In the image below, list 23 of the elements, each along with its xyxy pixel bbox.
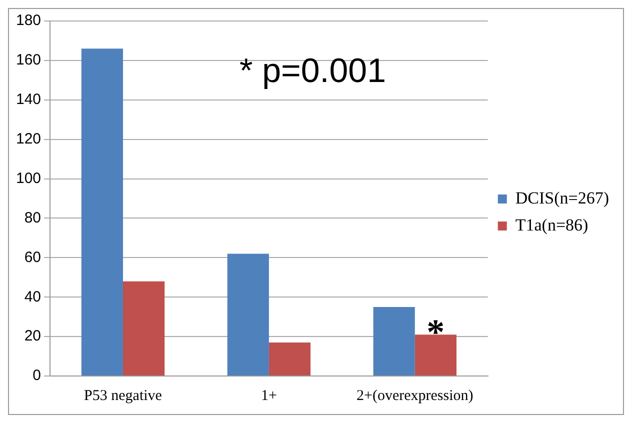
- y-tick-label: 40: [24, 288, 42, 306]
- x-tick-label: 1+: [260, 388, 277, 404]
- legend-label: DCIS(n=267): [515, 188, 610, 208]
- y-tick-label: 20: [24, 328, 42, 345]
- bar: [373, 306, 415, 376]
- y-tick-label: 80: [24, 209, 42, 226]
- x-tick-label: P53 negative: [84, 388, 162, 404]
- bar: [268, 342, 311, 376]
- y-tick-label: 0: [32, 367, 42, 384]
- annotation: *: [426, 312, 445, 352]
- y-tick-label: 60: [24, 248, 42, 266]
- y-tick-label: 140: [16, 91, 42, 108]
- legend-label: T1a(n=86): [515, 215, 588, 234]
- y-tick-label: 180: [16, 12, 42, 30]
- bar: [81, 48, 123, 376]
- y-tick-label: 120: [16, 130, 42, 148]
- annotation: * p=0.001: [239, 52, 386, 90]
- bar: [227, 254, 269, 376]
- bar: [123, 281, 165, 376]
- y-tick-label: 160: [16, 52, 42, 69]
- bar: [414, 334, 456, 376]
- y-tick-label: 100: [16, 170, 42, 187]
- x-tick-label: 2+(overexpression): [356, 388, 474, 404]
